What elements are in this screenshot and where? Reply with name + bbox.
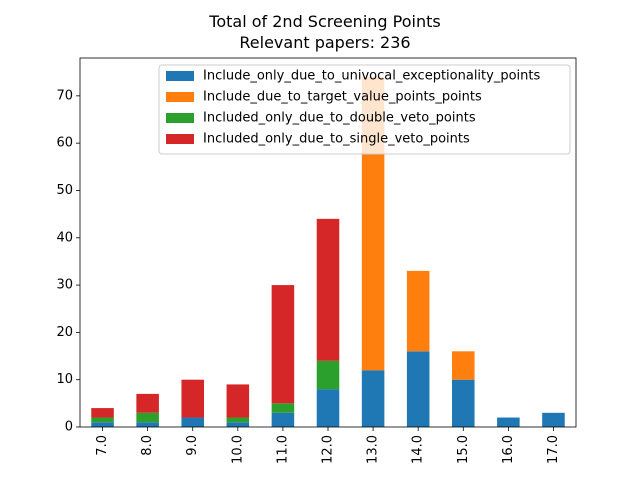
x-tick-label: 17.0 bbox=[546, 435, 561, 464]
legend-label: Included_only_due_to_double_veto_points bbox=[203, 111, 476, 126]
y-tick-label: 50 bbox=[56, 183, 73, 198]
legend-label: Include_due_to_target_value_points_point… bbox=[203, 90, 482, 105]
bar-segment bbox=[406, 270, 430, 352]
x-tick-label: 11.0 bbox=[275, 435, 290, 464]
x-tick-label: 12.0 bbox=[321, 435, 336, 464]
bar-segment bbox=[271, 285, 295, 404]
legend-box bbox=[158, 64, 571, 155]
bar-segment bbox=[136, 422, 159, 427]
x-tick-label: 15.0 bbox=[456, 435, 471, 464]
x-tick-label: 10.0 bbox=[230, 435, 245, 464]
legend-label: Included_only_due_to_single_veto_points bbox=[203, 132, 470, 147]
y-tick-label: 0 bbox=[65, 420, 73, 435]
bar-segment bbox=[497, 417, 520, 427]
bar-segment bbox=[316, 218, 340, 361]
legend-label: Include_only_due_to_univocal_exceptional… bbox=[203, 69, 540, 84]
bar-segment bbox=[91, 417, 114, 423]
bar-segment bbox=[361, 370, 385, 427]
legend-swatch bbox=[166, 71, 194, 81]
bar-segment bbox=[316, 389, 340, 427]
bar-segment bbox=[91, 422, 114, 427]
y-tick-label: 20 bbox=[56, 325, 73, 340]
legend: Include_only_due_to_univocal_exceptional… bbox=[158, 64, 571, 155]
x-tick-label: 8.0 bbox=[140, 435, 155, 456]
bar-segment bbox=[226, 422, 250, 427]
y-tick-label: 30 bbox=[56, 278, 73, 293]
x-tick-label: 7.0 bbox=[95, 435, 110, 456]
bar-segment bbox=[452, 379, 475, 427]
bar-segment bbox=[91, 408, 114, 418]
axes: 0 10 20 30 40 50 60 70 7.0 8.0 9.0 10.0 11.0 12.0 13.0… bbox=[56, 57, 577, 464]
x-tick-label: 16.0 bbox=[501, 435, 516, 464]
chart-title: Total of 2nd Screening Points bbox=[209, 12, 441, 31]
y-tick-label: 60 bbox=[56, 136, 73, 151]
bar-segment bbox=[181, 417, 204, 427]
bar-segment bbox=[452, 351, 475, 380]
bar-segment bbox=[542, 412, 565, 427]
x-tick-label: 13.0 bbox=[366, 435, 381, 464]
legend-swatch bbox=[166, 92, 194, 102]
bar-segment bbox=[271, 403, 295, 413]
bar-segment bbox=[316, 360, 340, 390]
y-tick-label: 70 bbox=[56, 88, 73, 103]
chart-subtitle: Relevant papers: 236 bbox=[239, 33, 411, 52]
x-tick-label: 14.0 bbox=[411, 435, 426, 464]
x-tick-label: 9.0 bbox=[185, 435, 200, 456]
y-tick-label: 40 bbox=[56, 230, 73, 245]
bar-segment bbox=[406, 351, 430, 427]
legend-swatch bbox=[166, 134, 194, 144]
y-tick-label: 10 bbox=[56, 372, 73, 387]
bar-segment bbox=[136, 393, 159, 413]
bar-segment bbox=[226, 417, 250, 423]
legend-swatch bbox=[166, 113, 194, 123]
bar-segment bbox=[226, 384, 250, 418]
bar-segment bbox=[136, 412, 159, 423]
bar-segment bbox=[181, 379, 204, 418]
bar-segment bbox=[271, 412, 295, 427]
